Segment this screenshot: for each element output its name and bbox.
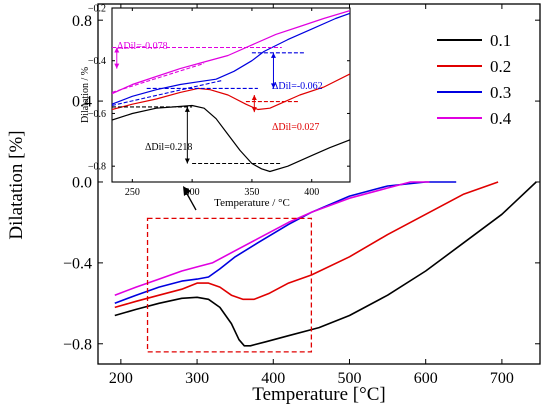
inset-dimension-arrowhead (184, 106, 190, 112)
inset-dimension-arrowhead (251, 107, 257, 113)
inset-y-tick-label: −0.8 (88, 162, 106, 173)
inset-series-0-1 (112, 104, 350, 173)
inset-dimension-arrowhead (114, 63, 120, 69)
inset-dimension-arrowhead (184, 158, 190, 164)
annotation-ddil-0-2: ΔDil=0.027 (272, 122, 319, 133)
main-series-0-1 (114, 181, 537, 347)
inset-y-tick-label: −0.6 (88, 109, 106, 120)
inset-dimension-arrowhead (114, 47, 120, 53)
inset-plot-frame (111, 7, 351, 183)
main-y-tick-label: 0.4 (72, 94, 92, 111)
main-x-tick-label: 700 (490, 370, 514, 387)
main-y-axis-label: Dilatation [%] (6, 130, 27, 239)
legend-label-0-1: 0.1 (490, 31, 511, 50)
main-x-tick-label: 500 (337, 370, 361, 387)
legend: 0.1 0.2 0.3 0.4 (437, 31, 512, 128)
inset-x-tick-label: 250 (125, 187, 140, 198)
main-series-0-2 (114, 181, 499, 309)
inset-y-tick-label: −0.2 (88, 4, 106, 15)
main-ticks: 200 300 400 500 600 700 −0.8 −0.4 0.0 0.4 0.8 (63, 4, 540, 387)
inset-dimension-arrowhead (270, 52, 276, 58)
zoom-pointer-arrowhead (183, 186, 191, 196)
zoom-pointer-arrow (185, 191, 197, 211)
inset-x-tick-label: 300 (185, 187, 200, 198)
main-x-tick-label: 200 (109, 370, 133, 387)
inset-ticks: 250 300 350 400 −0.8 −0.6 −0.4 −0.2 (88, 4, 350, 198)
main-y-tick-label: −0.8 (63, 336, 92, 353)
inset-series (112, 10, 350, 173)
inset-x-tick-label: 400 (304, 187, 319, 198)
main-y-tick-label: 0.8 (72, 13, 92, 30)
annotation-ddil-0-4: ΔDil=-0.078 (117, 41, 168, 52)
main-y-tick-label: −0.4 (63, 255, 92, 272)
inset-series-0-2 (112, 73, 350, 111)
main-x-axis-label: Temperature [°C] (252, 384, 385, 405)
inset-dimension-arrowhead (270, 83, 276, 89)
inset-x-tick-label: 350 (244, 187, 259, 198)
legend-label-0-2: 0.2 (490, 57, 511, 76)
annotation-ddil-0-1: ΔDil=0.218 (145, 142, 192, 153)
inset-y-tick-label: −0.4 (88, 56, 106, 67)
inset-x-axis-label: Temperature / °C (214, 197, 290, 209)
zoom-region-box (146, 217, 313, 353)
inset-guide-line (112, 79, 223, 107)
main-y-tick-label: 0.0 (72, 175, 92, 192)
inset-dimension-arrowhead (251, 95, 257, 100)
main-plot-frame (97, 3, 541, 365)
main-x-tick-label: 300 (185, 370, 209, 387)
main-x-tick-label: 400 (261, 370, 285, 387)
inset-dimension-arrows (114, 47, 276, 164)
inset-guide-line (112, 62, 205, 93)
main-series-0-4 (114, 181, 430, 296)
legend-label-0-4: 0.4 (490, 109, 512, 128)
main-x-tick-label: 600 (414, 370, 438, 387)
legend-label-0-3: 0.3 (490, 83, 511, 102)
inset-background (112, 8, 350, 182)
annotation-ddil-0-3: ΔDil=-0.062 (272, 81, 323, 92)
inset-y-axis-label: Dilatation / % (80, 67, 91, 123)
inset-series-0-4 (112, 10, 350, 95)
main-series (114, 181, 537, 347)
inset-guides (112, 46, 306, 165)
main-series-0-3 (114, 181, 457, 305)
inset-series-0-3 (112, 12, 350, 105)
